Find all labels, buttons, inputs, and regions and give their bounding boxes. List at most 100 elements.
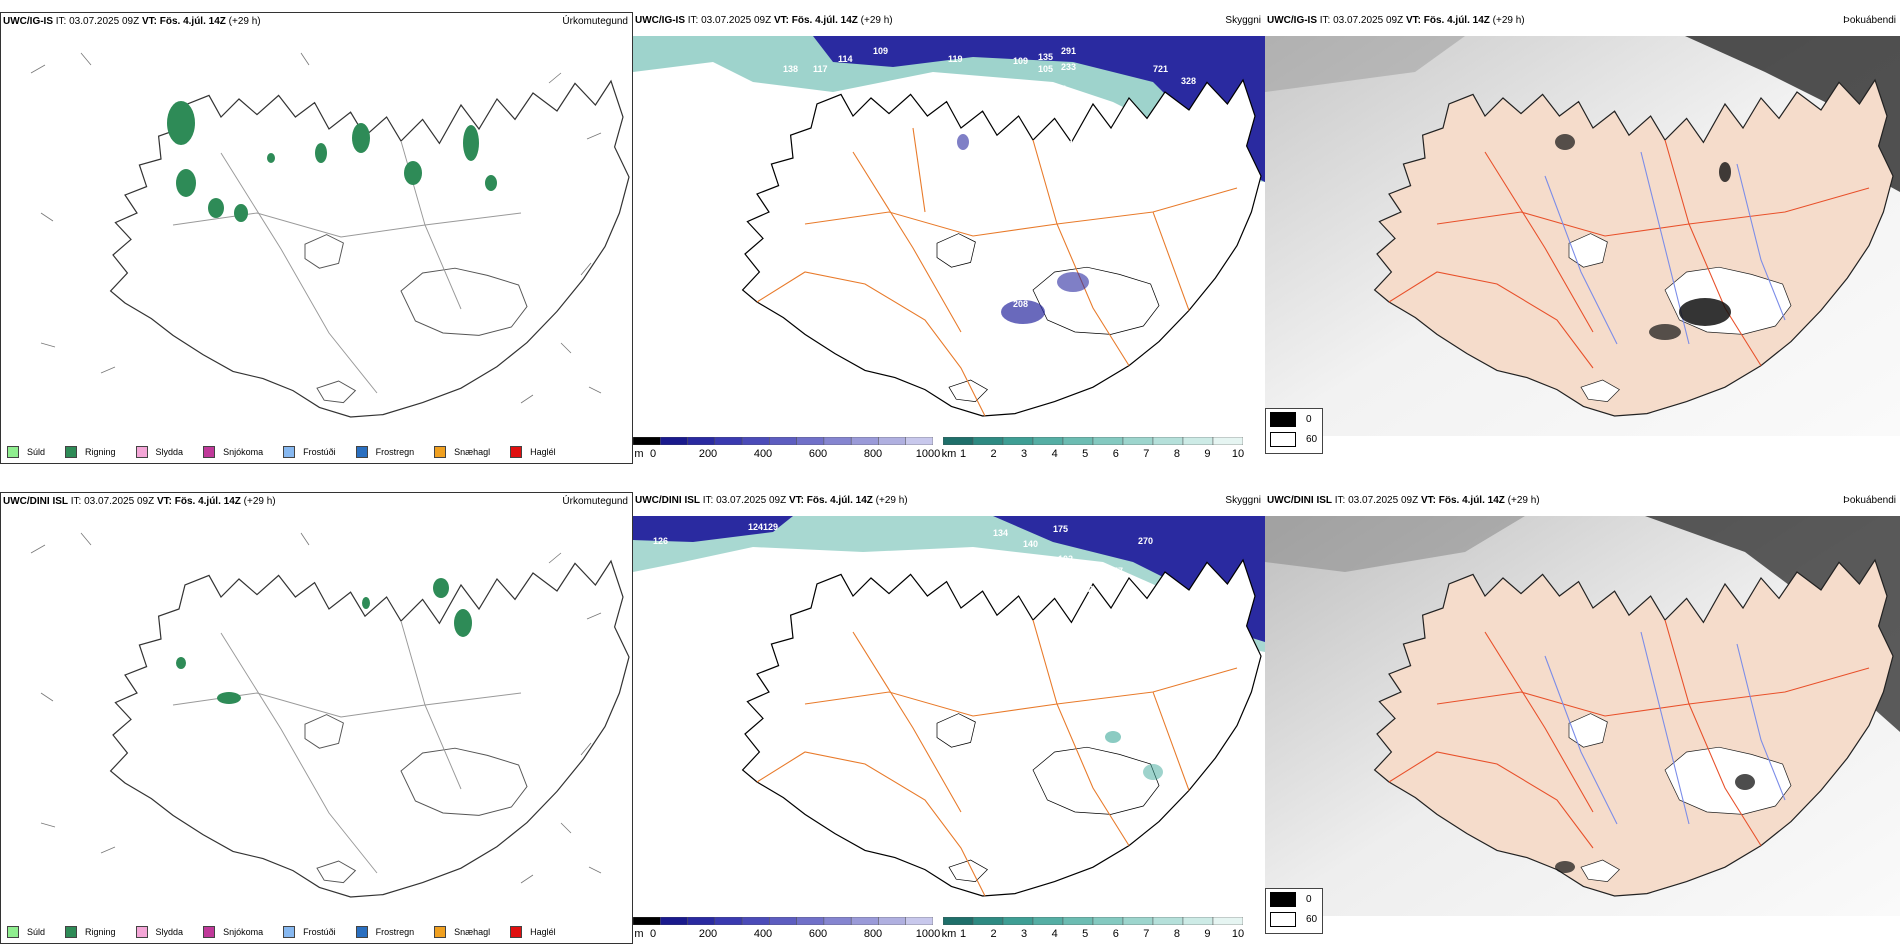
colorbar-cell <box>687 916 716 926</box>
legend-item: Súld <box>7 926 45 938</box>
legend-label: Rigning <box>85 447 116 457</box>
cloud-base-label: 133 <box>1038 584 1053 594</box>
cloud-base-label: 134 <box>993 528 1008 538</box>
colorbar-tick: 9 <box>1204 448 1211 460</box>
legend-item: Frostregn <box>355 446 415 458</box>
cloud-base-label: 135 <box>1038 52 1053 62</box>
cloud-base-label: 109 <box>1013 56 1028 66</box>
cloud-base-label: 208 <box>1013 299 1028 309</box>
colorbar-cell <box>1062 436 1094 446</box>
legend-label: Frostregn <box>375 447 415 457</box>
rain-areas <box>176 578 472 704</box>
cloud-base-label: 157 <box>1108 566 1123 576</box>
colorbar-tick: 6 <box>1112 448 1119 460</box>
legend-swatch <box>135 926 148 938</box>
rain-areas <box>167 101 497 222</box>
cloud-panel-top: UWC/IG-IS IT: 03.07.2025 09Z VT: Fös. 4.… <box>633 12 1265 464</box>
colorbar-cell <box>823 436 852 446</box>
cloud-base-label: 146 <box>1103 584 1118 594</box>
colorbar-unit: km <box>941 448 957 460</box>
colorbar-tick: 0 <box>649 928 657 940</box>
colorbar-cell <box>905 916 934 926</box>
colorbar-unit: km <box>941 928 957 940</box>
colorbar-tick: 1000 <box>915 448 941 460</box>
colorbar-tick: 3 <box>1021 448 1028 460</box>
colorbar-tick: 1 <box>959 928 967 940</box>
cloud-base-label: 172 <box>1078 584 1093 594</box>
cloud-base-label: 129 <box>763 522 778 532</box>
cloud-base-label: 8 <box>988 334 993 344</box>
colorbar-tick: 5 <box>1082 928 1089 940</box>
colorbar-cell <box>1092 916 1124 926</box>
colorbar-cell <box>1062 916 1094 926</box>
colorbar-cell <box>942 916 974 926</box>
fog-dark-patches <box>1555 134 1731 340</box>
colorbar-cell <box>972 916 1004 926</box>
colorbar-tick: 2 <box>990 928 997 940</box>
precip-panel-bottom: UWC/DINI ISL IT: 03.07.2025 09Z VT: Fös.… <box>0 492 633 944</box>
cloud-base-label: 149 <box>1183 124 1198 134</box>
colorbar-tick: 9 <box>1204 928 1211 940</box>
panel-title: Þokuábendi <box>1843 15 1896 26</box>
cloudbase-colorbar: m 0 200 400 600 800 1000 <box>633 916 943 942</box>
colorbar-cell <box>633 916 661 926</box>
legend-item: Snjókoma <box>203 926 263 938</box>
legend-item: Slydda <box>135 926 183 938</box>
colorbar-tick: 7 <box>1143 928 1150 940</box>
fog-panel-top: UWC/IG-IS IT: 03.07.2025 09Z VT: Fös. 4.… <box>1265 12 1900 464</box>
colorbar-cell <box>1002 436 1034 446</box>
colorbar-tick: 2 <box>990 448 997 460</box>
colorbar-cell <box>878 916 906 926</box>
colorbar-tick: 6 <box>1112 928 1119 940</box>
cloud-base-label: 233 <box>1061 62 1076 72</box>
colorbar-cell <box>1032 436 1064 446</box>
cloud-base-label: 270 <box>1138 536 1153 546</box>
wind-barbs <box>30 52 602 404</box>
legend-item: Snæhagl <box>434 926 490 938</box>
colorbar-cell <box>660 916 688 926</box>
fog-legend-row: 60 <box>1266 429 1322 449</box>
cloud-base-label: 105 <box>1038 64 1053 74</box>
panel-header: UWC/IG-IS IT: 03.07.2025 09Z VT: Fös. 4.… <box>635 15 893 26</box>
wind-barbs <box>30 532 602 884</box>
colorbar-tick: 800 <box>863 928 883 940</box>
legend-label: Snjókoma <box>223 927 264 937</box>
cloud-patches <box>1105 731 1163 780</box>
legend-item: Snæhagl <box>434 446 490 458</box>
panel-header: UWC/DINI ISL IT: 03.07.2025 09Z VT: Fös.… <box>1267 495 1540 506</box>
cloudbase-colorbar: m 0 200 400 600 800 1000 <box>633 436 943 462</box>
cloud-panel-bottom: UWC/DINI ISL IT: 03.07.2025 09Z VT: Fös.… <box>633 492 1265 944</box>
legend-label: Súld <box>27 447 46 457</box>
colorbar-tick: 8 <box>1173 928 1180 940</box>
precip-map <box>30 532 630 898</box>
cloud-base-label: 97 <box>1168 159 1178 169</box>
legend-item: Snjókoma <box>203 446 263 458</box>
cloud-base-label: 29 <box>1058 104 1068 114</box>
legend-swatch <box>355 446 368 458</box>
panel-header: UWC/DINI ISL IT: 03.07.2025 09Z VT: Fös.… <box>635 495 908 506</box>
panel-title: Skyggni <box>1225 495 1261 506</box>
legend-item: Slydda <box>135 446 184 458</box>
cloud-base-label: 120 <box>1128 624 1143 634</box>
legend-swatch <box>283 926 296 938</box>
legend-label: Haglél <box>530 447 556 457</box>
cloud-base-label: 132 <box>1183 109 1198 119</box>
visibility-colorbar: km 1 2 3 4 5 6 7 8 9 10 <box>941 916 1253 942</box>
colorbar-tick: 0 <box>649 448 657 460</box>
legend-label: Frostúði <box>303 927 336 937</box>
panel-title: Úrkomutegund <box>562 496 628 507</box>
colorbar-tick: 4 <box>1051 928 1058 940</box>
colorbar-tick: 3 <box>1021 928 1028 940</box>
cloud-base-label: 291 <box>1061 46 1076 56</box>
legend-label: Haglél <box>530 927 556 937</box>
cloud-base-label: 721 <box>1153 64 1168 74</box>
legend-swatch <box>510 446 523 458</box>
legend-label: Snæhagl <box>454 927 491 937</box>
legend-label: Slydda <box>155 447 184 457</box>
legend-swatch <box>135 446 148 458</box>
cloud-base-label: 126 <box>653 536 668 546</box>
cloud-base-label: 175 <box>1053 524 1068 534</box>
legend-label: Frostregn <box>375 927 415 937</box>
colorbar-tick: 600 <box>808 448 828 460</box>
cloud-base-label: 94 <box>1143 664 1153 674</box>
